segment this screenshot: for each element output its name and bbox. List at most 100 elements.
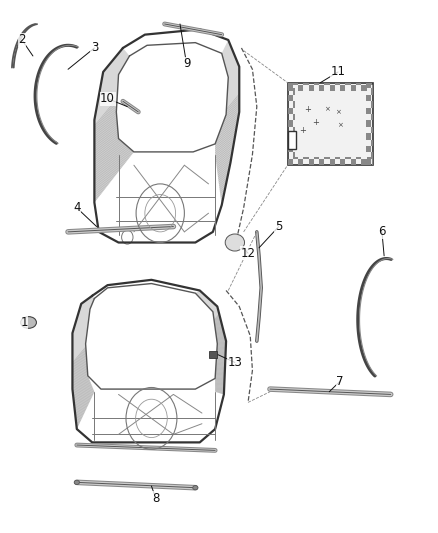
PathPatch shape (215, 40, 239, 205)
Bar (371, 88, 372, 95)
PathPatch shape (195, 290, 226, 394)
PathPatch shape (72, 296, 94, 429)
PathPatch shape (215, 40, 239, 205)
PathPatch shape (215, 40, 239, 205)
PathPatch shape (215, 40, 239, 205)
PathPatch shape (72, 296, 94, 429)
PathPatch shape (94, 48, 134, 203)
PathPatch shape (195, 290, 226, 394)
PathPatch shape (195, 290, 226, 394)
PathPatch shape (94, 48, 134, 203)
PathPatch shape (195, 290, 226, 394)
PathPatch shape (215, 40, 239, 205)
PathPatch shape (195, 290, 226, 394)
PathPatch shape (215, 40, 239, 205)
PathPatch shape (215, 40, 239, 205)
PathPatch shape (195, 290, 226, 394)
PathPatch shape (195, 290, 226, 394)
PathPatch shape (195, 290, 226, 394)
PathPatch shape (72, 296, 94, 429)
PathPatch shape (94, 48, 134, 203)
PathPatch shape (215, 40, 239, 205)
PathPatch shape (94, 48, 134, 203)
PathPatch shape (215, 40, 239, 205)
Bar (371, 140, 372, 146)
PathPatch shape (72, 296, 94, 429)
PathPatch shape (72, 296, 94, 429)
PathPatch shape (94, 48, 134, 203)
PathPatch shape (195, 290, 226, 394)
PathPatch shape (195, 290, 226, 394)
Text: 3: 3 (91, 42, 98, 54)
Bar (303, 157, 308, 159)
PathPatch shape (72, 296, 94, 429)
Bar (287, 159, 292, 165)
PathPatch shape (195, 290, 226, 394)
PathPatch shape (195, 290, 226, 394)
PathPatch shape (215, 40, 239, 205)
PathPatch shape (72, 296, 94, 429)
PathPatch shape (94, 48, 134, 203)
Bar (287, 146, 292, 152)
PathPatch shape (94, 48, 134, 203)
PathPatch shape (215, 40, 239, 205)
PathPatch shape (215, 40, 239, 205)
PathPatch shape (72, 296, 94, 429)
PathPatch shape (94, 48, 134, 203)
PathPatch shape (215, 40, 239, 205)
Bar (365, 146, 371, 152)
PathPatch shape (72, 296, 94, 429)
PathPatch shape (94, 48, 134, 203)
PathPatch shape (94, 48, 134, 203)
PathPatch shape (94, 48, 134, 203)
PathPatch shape (195, 290, 226, 394)
PathPatch shape (195, 290, 226, 394)
PathPatch shape (195, 290, 226, 394)
PathPatch shape (195, 290, 226, 394)
Bar (297, 85, 303, 91)
PathPatch shape (195, 290, 226, 394)
PathPatch shape (72, 296, 94, 429)
PathPatch shape (72, 296, 94, 429)
PathPatch shape (215, 40, 239, 205)
PathPatch shape (215, 40, 239, 205)
PathPatch shape (195, 290, 226, 394)
Text: 2: 2 (18, 34, 26, 46)
Bar (345, 157, 350, 159)
PathPatch shape (215, 40, 239, 205)
PathPatch shape (94, 48, 134, 203)
PathPatch shape (195, 290, 226, 394)
PathPatch shape (195, 290, 226, 394)
PathPatch shape (72, 296, 94, 429)
PathPatch shape (94, 48, 134, 203)
PathPatch shape (94, 48, 134, 203)
PathPatch shape (215, 40, 239, 205)
PathPatch shape (215, 40, 239, 205)
Text: 1: 1 (20, 316, 28, 329)
PathPatch shape (94, 48, 134, 203)
PathPatch shape (94, 48, 134, 203)
PathPatch shape (94, 48, 134, 203)
PathPatch shape (215, 40, 239, 205)
PathPatch shape (94, 48, 134, 203)
Polygon shape (72, 296, 94, 429)
PathPatch shape (94, 48, 134, 203)
Bar (365, 133, 371, 140)
PathPatch shape (195, 290, 226, 394)
PathPatch shape (72, 296, 94, 429)
PathPatch shape (72, 296, 94, 429)
PathPatch shape (72, 296, 94, 429)
Bar (365, 159, 371, 165)
PathPatch shape (195, 290, 226, 394)
PathPatch shape (72, 296, 94, 429)
Bar (355, 157, 360, 159)
Polygon shape (195, 290, 226, 394)
PathPatch shape (195, 290, 226, 394)
PathPatch shape (94, 48, 134, 203)
PathPatch shape (72, 296, 94, 429)
PathPatch shape (215, 40, 239, 205)
PathPatch shape (195, 290, 226, 394)
PathPatch shape (215, 40, 239, 205)
Bar (308, 85, 313, 91)
Bar (371, 101, 372, 108)
